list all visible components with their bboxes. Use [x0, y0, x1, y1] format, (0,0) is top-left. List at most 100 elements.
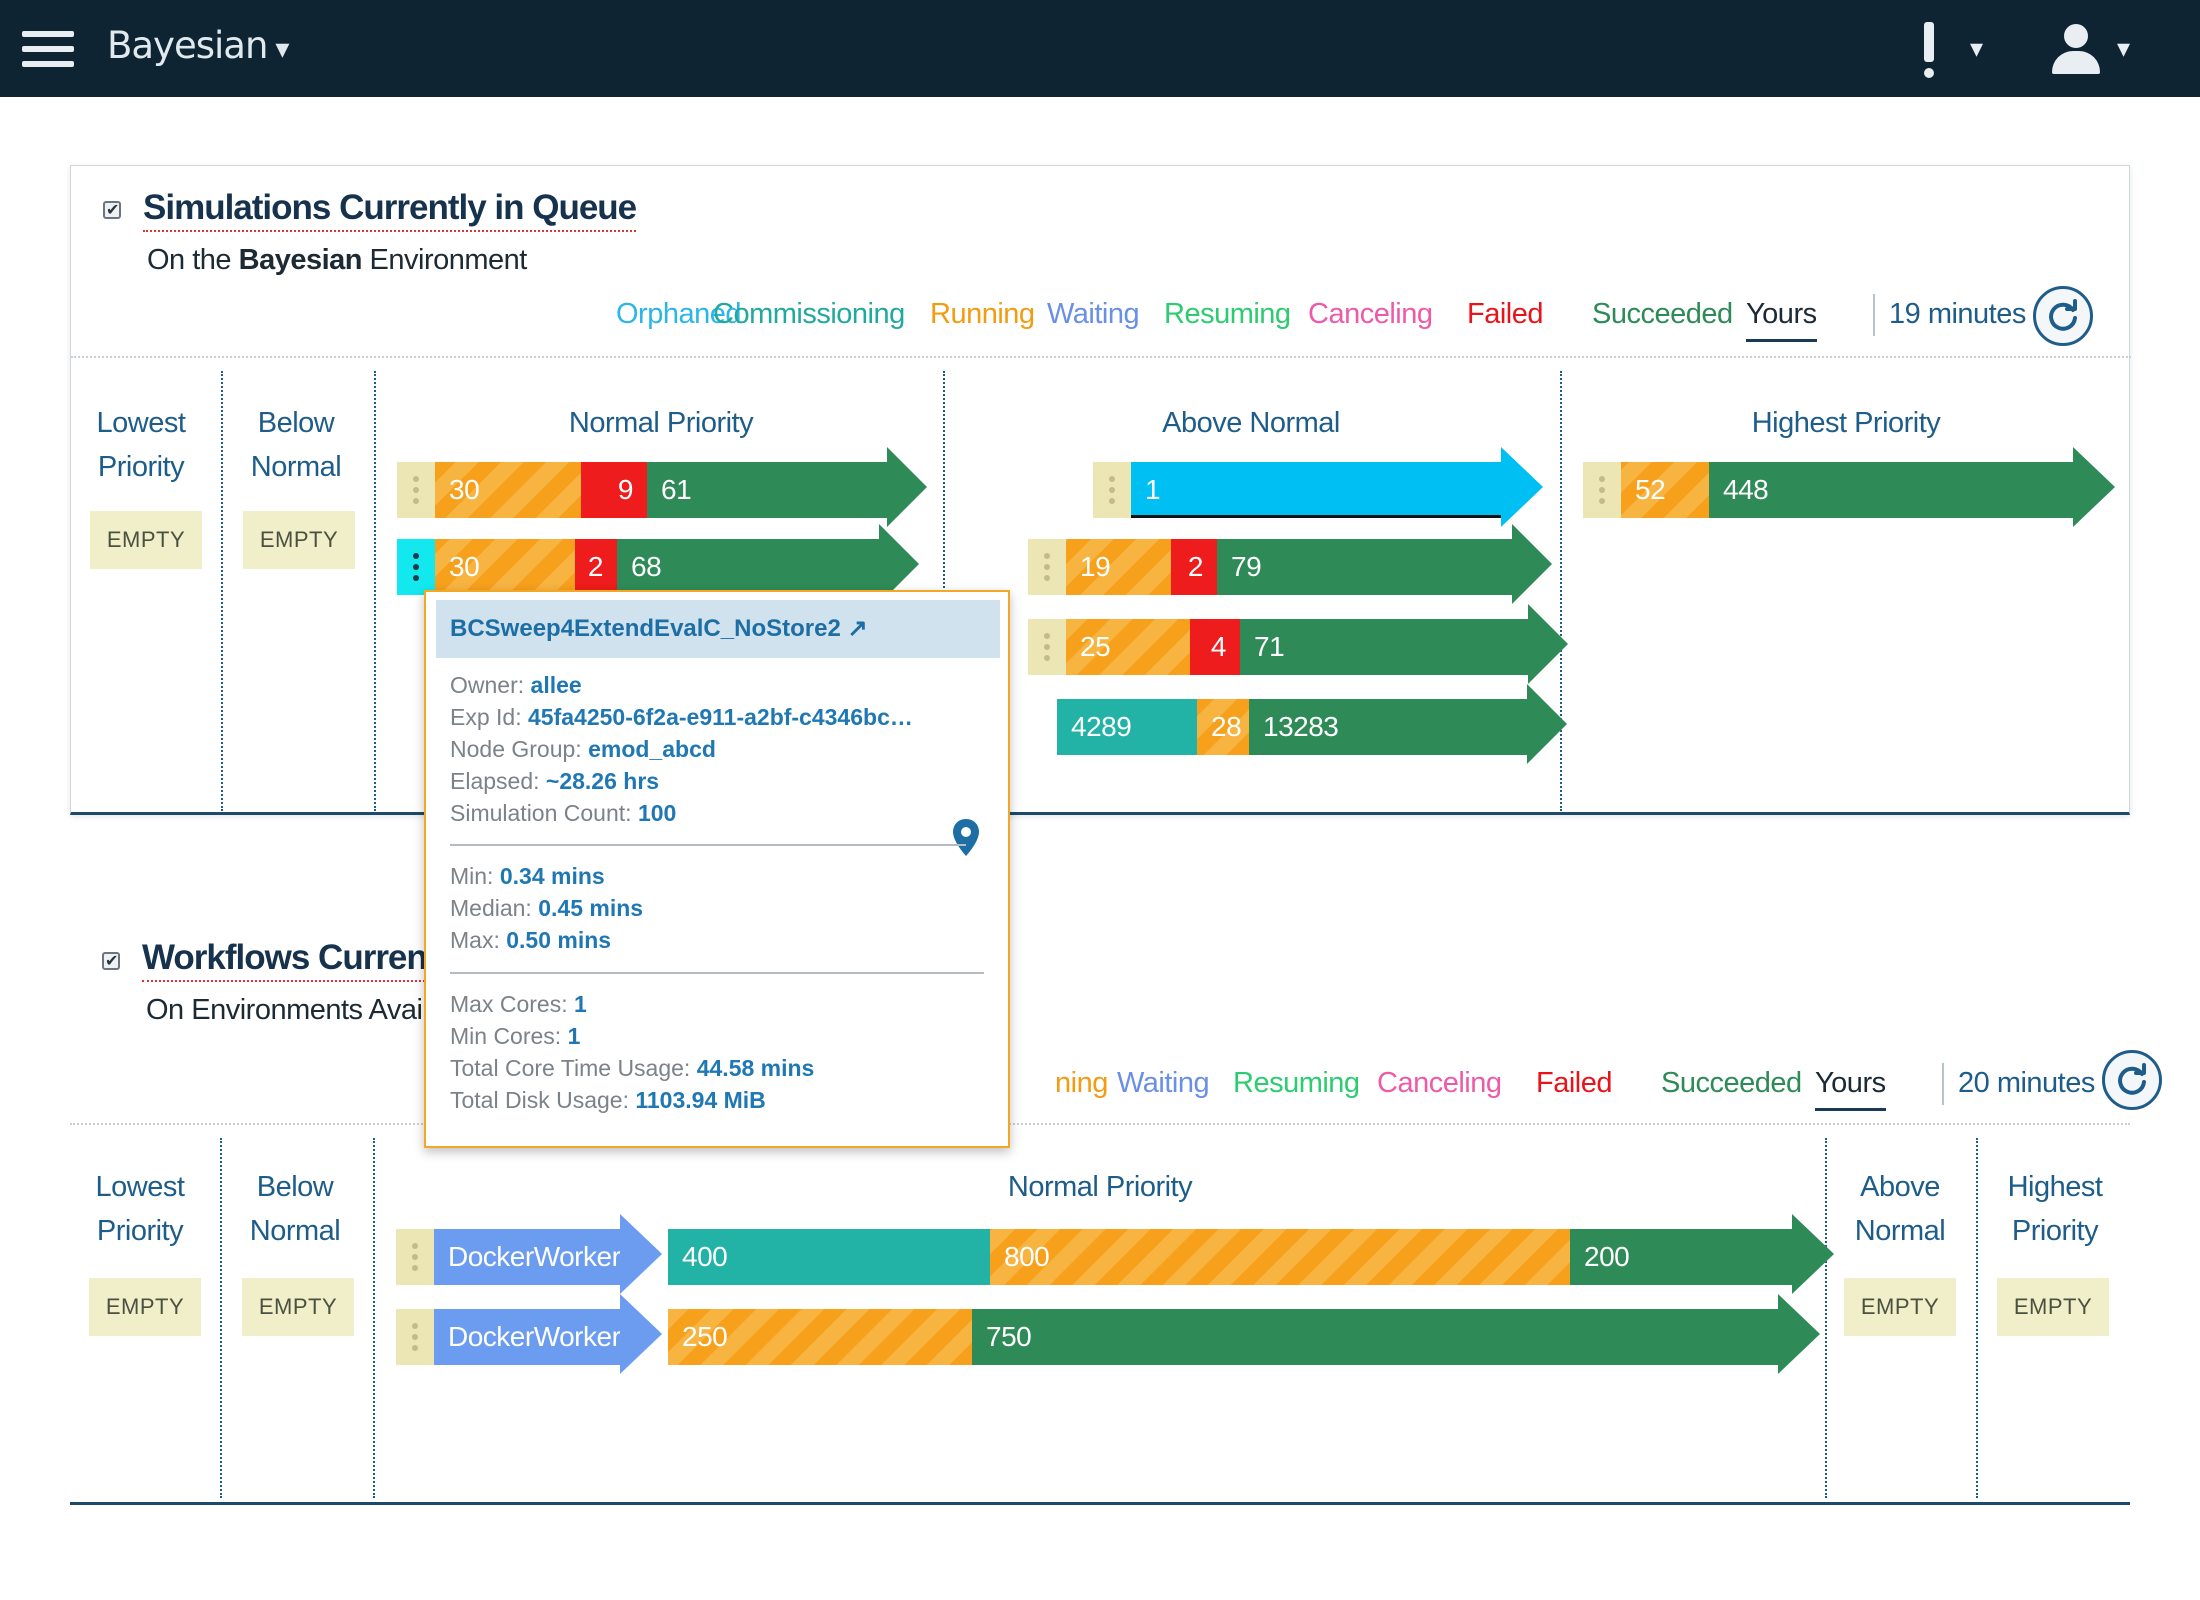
succeeded-segment[interactable]: 200: [1570, 1229, 1792, 1285]
docker-worker-segment[interactable]: DockerWorker: [434, 1309, 620, 1365]
legend-failed[interactable]: Failed: [1536, 1067, 1613, 1099]
sim-count-label: Simulation Count:: [450, 800, 632, 826]
legend-canceling[interactable]: Canceling: [1377, 1067, 1502, 1099]
experiment-bar[interactable]: 25 4 71: [1028, 604, 1588, 684]
failed-segment[interactable]: 9: [581, 462, 647, 518]
legend-failed[interactable]: Failed: [1467, 298, 1544, 330]
max-value: 0.50 mins: [506, 927, 612, 953]
column-divider: [1825, 1138, 1827, 1498]
core-time-row: Total Core Time Usage: 44.58 mins: [450, 1055, 814, 1082]
legend-yours[interactable]: Yours: [1746, 298, 1817, 342]
refresh-icon: [2118, 1063, 2146, 1095]
drag-handle-icon[interactable]: [1028, 539, 1066, 595]
running-segment[interactable]: 25: [1066, 619, 1190, 675]
empty-badge: EMPTY: [90, 511, 202, 569]
succeeded-segment[interactable]: 13283: [1249, 699, 1527, 755]
workflows-checkbox[interactable]: [102, 951, 120, 971]
experiment-bar-selected[interactable]: 30 2 68: [397, 524, 919, 604]
running-segment[interactable]: 30: [435, 462, 581, 518]
legend-waiting[interactable]: Waiting: [1117, 1067, 1210, 1099]
drag-handle-icon[interactable]: [397, 462, 435, 518]
column-lowest-priority: Lowest Priority: [95, 1171, 185, 1247]
commissioning-segment[interactable]: 400: [668, 1229, 990, 1285]
docker-worker-segment[interactable]: DockerWorker: [434, 1229, 620, 1285]
legend-running-partial[interactable]: ning: [1055, 1067, 1108, 1099]
column-divider: [374, 371, 376, 811]
legend-succeeded[interactable]: Succeeded: [1661, 1067, 1802, 1099]
workflow-bar[interactable]: DockerWorker 400 800 200: [396, 1214, 1886, 1294]
column-divider: [221, 371, 223, 811]
refresh-button[interactable]: [2102, 1050, 2162, 1110]
failed-segment[interactable]: 2: [575, 539, 617, 595]
legend-waiting[interactable]: Waiting: [1047, 298, 1140, 330]
running-segment[interactable]: 52: [1621, 462, 1709, 518]
experiment-bar[interactable]: 1: [1093, 447, 1563, 527]
drag-handle-icon[interactable]: [1028, 619, 1066, 675]
refresh-button[interactable]: [2033, 286, 2093, 346]
column-highest-priority: Highest Priority: [1751, 407, 1941, 439]
column-normal-priority: Normal Priority: [1007, 1171, 1193, 1203]
experiment-bar[interactable]: 4289 28 13283: [997, 684, 1567, 764]
failed-segment[interactable]: 4: [1190, 619, 1240, 675]
exp-id-label: Exp Id:: [450, 704, 522, 730]
environment-name: Bayesian: [107, 24, 268, 67]
running-segment[interactable]: 250: [668, 1309, 972, 1365]
elapsed-label: Elapsed:: [450, 768, 540, 794]
arrowhead: [2073, 447, 2115, 527]
user-icon[interactable]: [2050, 24, 2102, 74]
arrowhead: [1512, 524, 1552, 604]
succeeded-segment[interactable]: 68: [617, 539, 879, 595]
simulations-queue-panel: Simulations Currently in Queue On the Ba…: [70, 165, 2131, 815]
legend-yours[interactable]: Yours: [1815, 1067, 1886, 1111]
arrowhead: [1778, 1294, 1820, 1374]
alerts-chevron-down-icon[interactable]: ▾: [1970, 33, 1984, 63]
subtitle-suffix: Environment: [369, 244, 528, 276]
arrowhead: [1528, 604, 1568, 684]
location-pin-icon[interactable]: [951, 818, 981, 858]
arrowhead: [620, 1294, 662, 1374]
running-segment[interactable]: 30: [435, 539, 575, 595]
drag-handle-icon[interactable]: [396, 1229, 434, 1285]
column-highest-priority: Highest Priority: [2007, 1171, 2103, 1247]
legend-succeeded[interactable]: Succeeded: [1592, 298, 1733, 330]
legend-canceling[interactable]: Canceling: [1308, 298, 1433, 330]
simulations-checkbox[interactable]: [103, 200, 121, 220]
experiment-bar[interactable]: 30 9 61: [397, 447, 927, 527]
running-segment[interactable]: 800: [990, 1229, 1570, 1285]
drag-handle-icon[interactable]: [1583, 462, 1621, 518]
legend-orphaned[interactable]: Orphaned: [616, 298, 742, 330]
legend-commissioning[interactable]: Commissioning: [713, 298, 905, 330]
drag-handle-icon[interactable]: [396, 1309, 434, 1365]
failed-segment[interactable]: 2: [1171, 539, 1217, 595]
commissioning-segment[interactable]: 4289: [1057, 699, 1197, 755]
running-segment[interactable]: 19: [1066, 539, 1171, 595]
min-value: 0.34 mins: [499, 863, 605, 889]
empty-badge: EMPTY: [1997, 1278, 2109, 1336]
waiting-segment[interactable]: 1: [1131, 462, 1501, 518]
legend-resuming[interactable]: Resuming: [1233, 1067, 1360, 1099]
succeeded-segment[interactable]: 71: [1240, 619, 1528, 675]
arrowhead: [887, 447, 927, 527]
drag-handle-icon[interactable]: [1093, 462, 1131, 518]
experiment-bar[interactable]: 19 2 79: [1028, 524, 1568, 604]
drag-handle-icon[interactable]: [397, 539, 435, 595]
user-chevron-down-icon[interactable]: ▾: [2117, 33, 2131, 63]
column-normal-priority: Normal Priority: [568, 407, 754, 439]
workflows-title: Workflows Currently: [142, 938, 466, 982]
hamburger-menu-icon[interactable]: [22, 31, 76, 69]
succeeded-segment[interactable]: 750: [972, 1309, 1778, 1365]
experiment-name-link[interactable]: BCSweep4ExtendEvalC_NoStore2 ↗: [436, 600, 1000, 658]
succeeded-segment[interactable]: 448: [1709, 462, 2073, 518]
legend-running[interactable]: Running: [930, 298, 1035, 330]
succeeded-segment[interactable]: 79: [1217, 539, 1512, 595]
environment-selector[interactable]: Bayesian ▾: [107, 24, 289, 67]
workflow-bar[interactable]: DockerWorker 250 750: [396, 1294, 1886, 1374]
arrowhead: [1792, 1214, 1834, 1294]
legend-resuming[interactable]: Resuming: [1164, 298, 1291, 330]
experiment-bar[interactable]: 52 448: [1583, 447, 2115, 527]
legend-separator: [1942, 1063, 1944, 1105]
running-segment[interactable]: 28: [1197, 699, 1249, 755]
succeeded-segment[interactable]: 61: [647, 462, 887, 518]
alert-icon[interactable]: [1918, 22, 1940, 78]
core-time-value: 44.58 mins: [696, 1055, 815, 1081]
